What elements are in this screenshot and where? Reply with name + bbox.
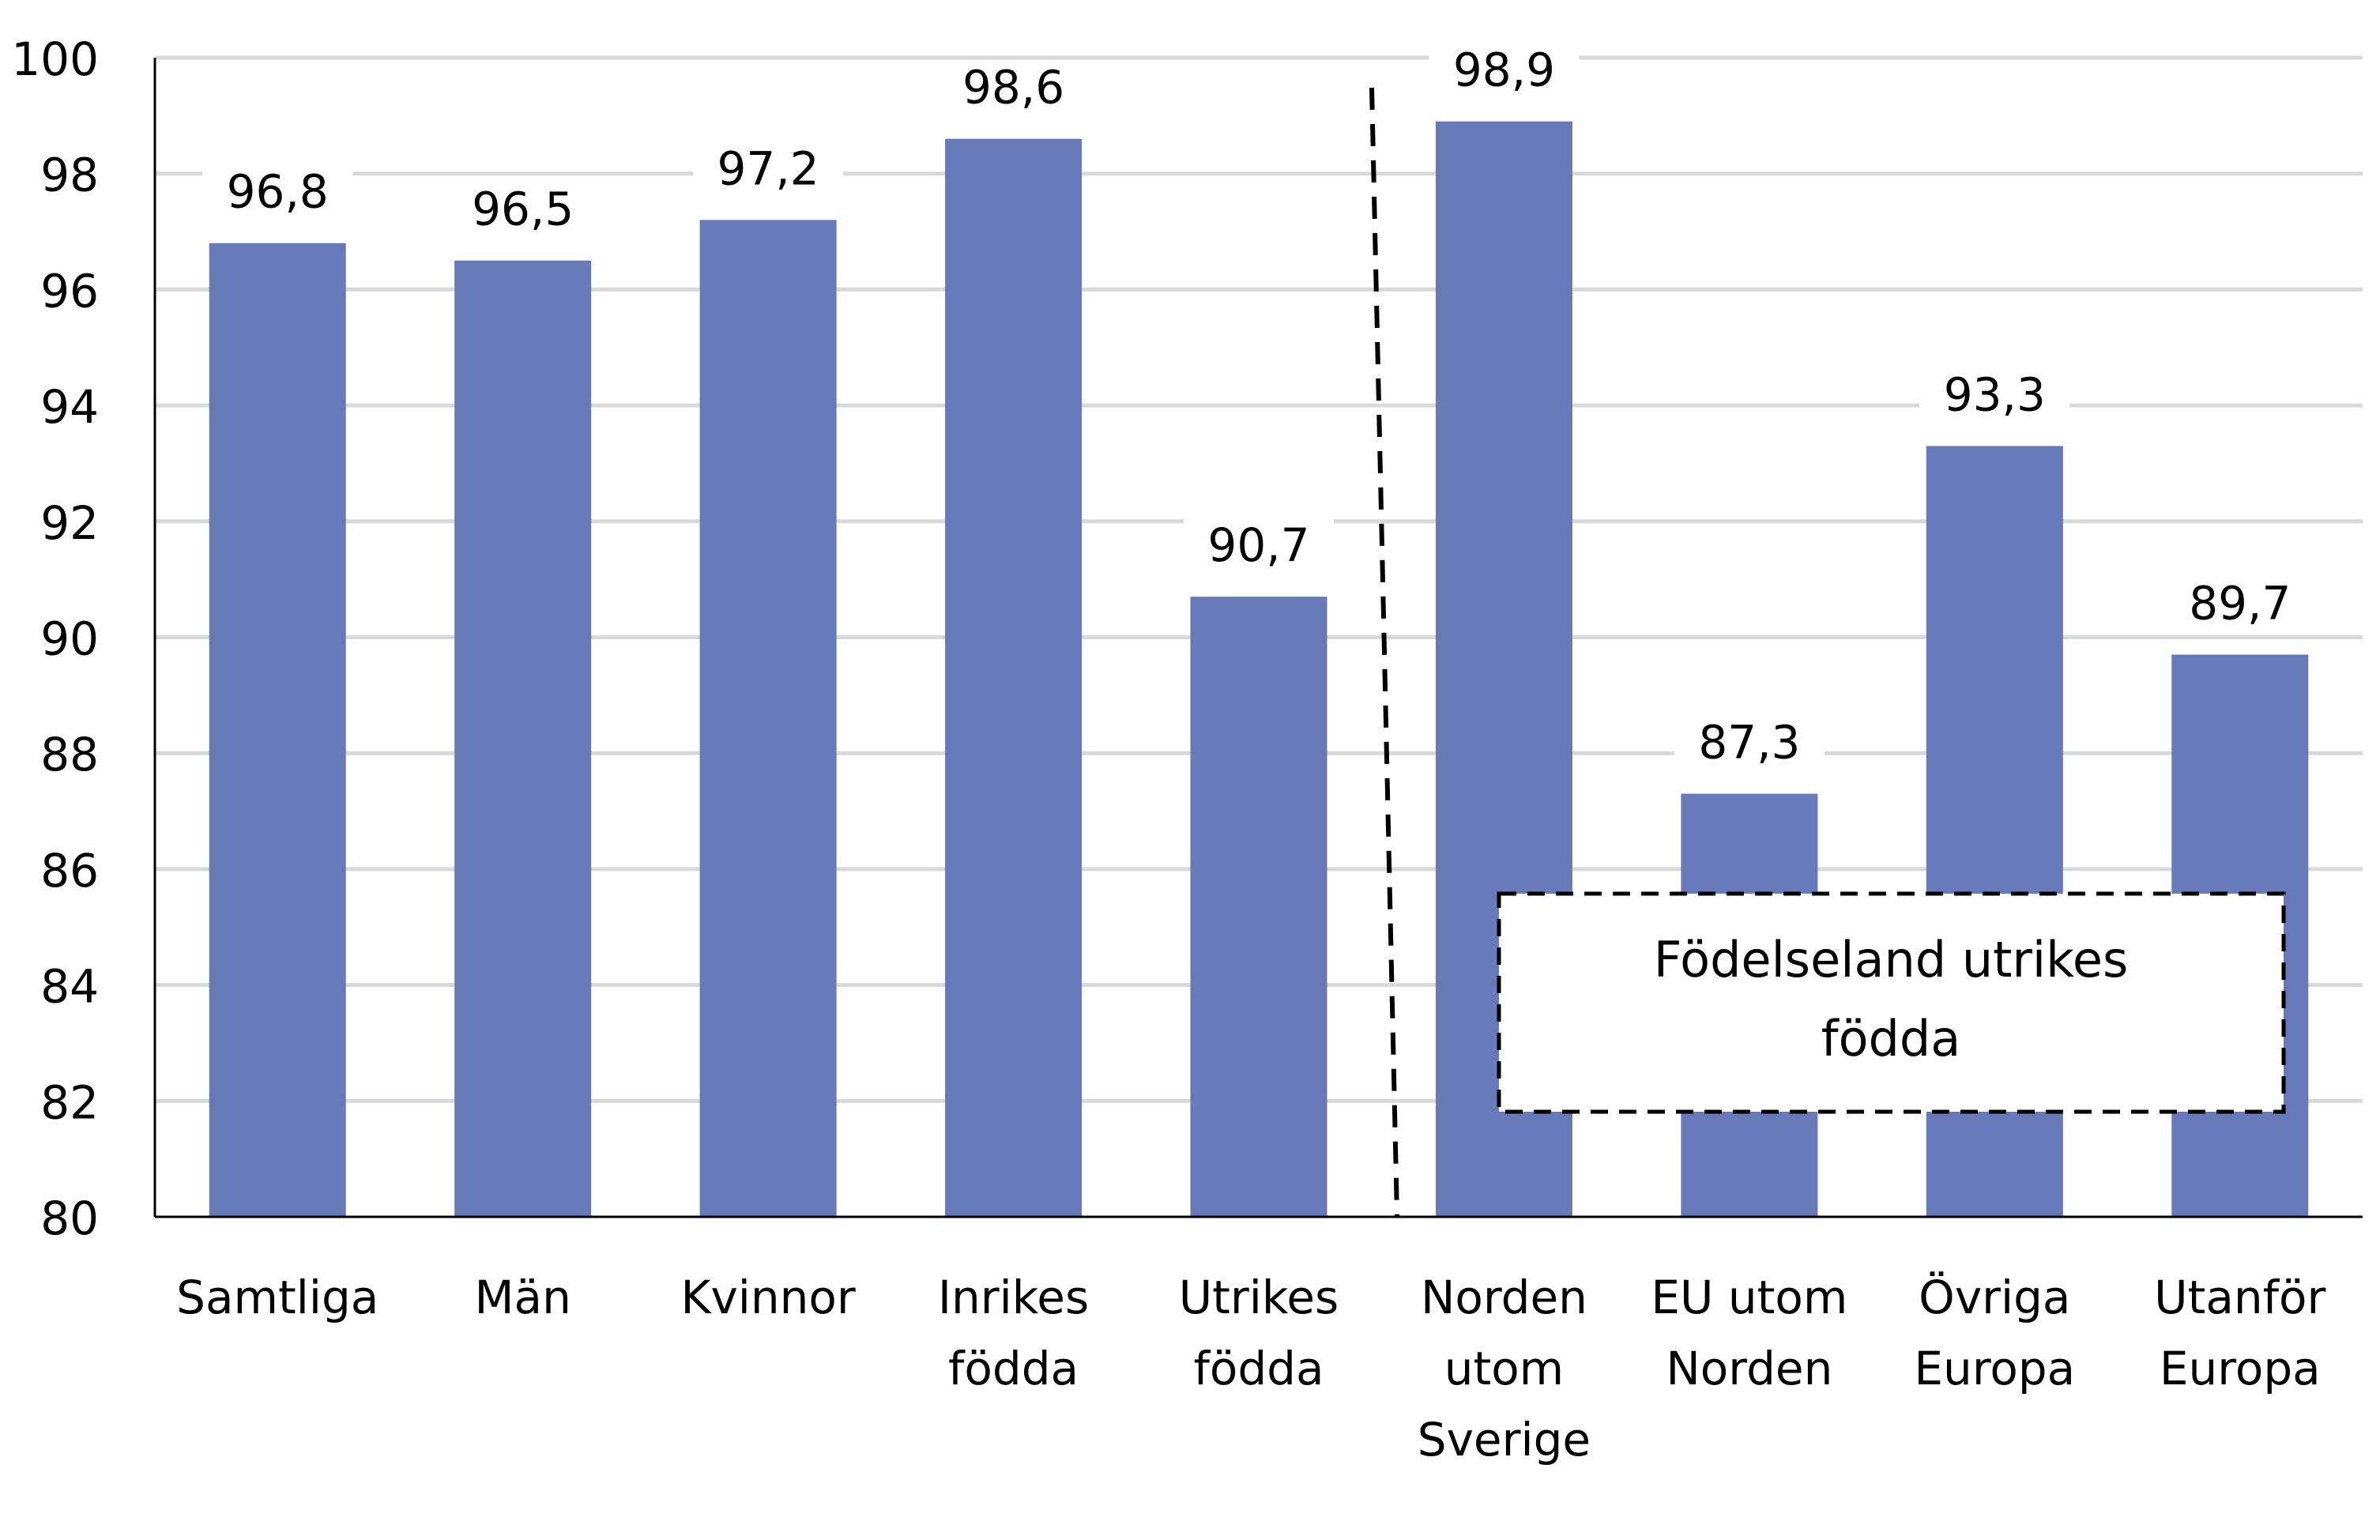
data-label-bg: [447, 181, 598, 239]
data-label: 98,6: [962, 61, 1064, 115]
x-category-label: Sverige: [1418, 1413, 1591, 1467]
y-tick-label: 86: [40, 844, 99, 898]
bars: [209, 121, 2309, 1218]
x-category-label: Utanför: [2154, 1271, 2325, 1324]
x-category-label: EU utom: [1651, 1271, 1847, 1324]
x-category-label: Europa: [2160, 1342, 2321, 1395]
bar: [454, 260, 592, 1218]
x-category-label: Europa: [1914, 1342, 2075, 1395]
bar: [945, 138, 1083, 1218]
data-label: 93,3: [1944, 367, 2046, 421]
x-category-label: födda: [948, 1342, 1079, 1395]
data-label-bg: [938, 59, 1089, 117]
x-category-label: Norden: [1421, 1271, 1587, 1324]
x-category-label: Utrikes: [1179, 1271, 1339, 1324]
data-label: 96,5: [472, 183, 574, 236]
data-label: 87,3: [1698, 716, 1800, 770]
data-label: 98,9: [1453, 43, 1555, 97]
x-category-label: Norden: [1666, 1342, 1832, 1395]
y-tick-label: 100: [11, 32, 99, 86]
x-category-label: Män: [474, 1271, 571, 1324]
y-tick-label: 96: [40, 264, 99, 318]
annotation-line-2: födda: [1821, 1010, 1960, 1067]
data-label-bg: [1429, 42, 1580, 100]
x-category-label: utom: [1444, 1342, 1565, 1395]
data-label-bg: [1674, 714, 1825, 772]
y-axis-ticks: 80 82 84 86 88 90 92 94 96 98 100: [11, 32, 99, 1245]
y-tick-label: 82: [40, 1075, 99, 1129]
data-label-bg: [1184, 518, 1334, 575]
y-tick-label: 88: [40, 728, 99, 781]
x-category-label: Samtliga: [176, 1271, 378, 1324]
data-label-bg: [1919, 367, 2070, 424]
y-tick-label: 84: [40, 960, 99, 1014]
separator-dashed-line: [1369, 87, 1399, 1218]
x-category-label: födda: [1193, 1342, 1324, 1395]
bar: [699, 220, 837, 1217]
data-label: 89,7: [2189, 577, 2291, 631]
data-label-bg: [202, 164, 353, 221]
data-label-bg: [2164, 575, 2315, 633]
bar: [209, 243, 346, 1218]
x-category-label: Inrikes: [938, 1271, 1089, 1324]
data-labels: 96,8 96,5 97,2 98,6 90,7 98,9 87,3 93,3 89,7: [202, 42, 2315, 772]
data-label: 90,7: [1207, 518, 1309, 572]
data-label: 96,8: [227, 165, 329, 219]
bar: [1190, 597, 1327, 1217]
data-label-bg: [693, 141, 844, 198]
y-tick-label: 98: [40, 149, 99, 202]
y-tick-label: 94: [40, 380, 99, 434]
data-label: 97,2: [717, 141, 819, 195]
y-tick-label: 80: [40, 1192, 99, 1245]
annotation-box: Födelseland utrikes födda: [1497, 891, 2286, 1114]
x-category-label: Kvinnor: [680, 1271, 855, 1324]
y-tick-label: 92: [40, 496, 99, 550]
x-axis-categories: Samtliga Män Kvinnor Inrikes födda Utrikes föd…: [176, 1271, 2325, 1467]
y-tick-label: 90: [40, 612, 99, 666]
x-category-label: Övriga: [1919, 1271, 2070, 1324]
annotation-line-1: Födelseland utrikes: [1654, 931, 2129, 988]
